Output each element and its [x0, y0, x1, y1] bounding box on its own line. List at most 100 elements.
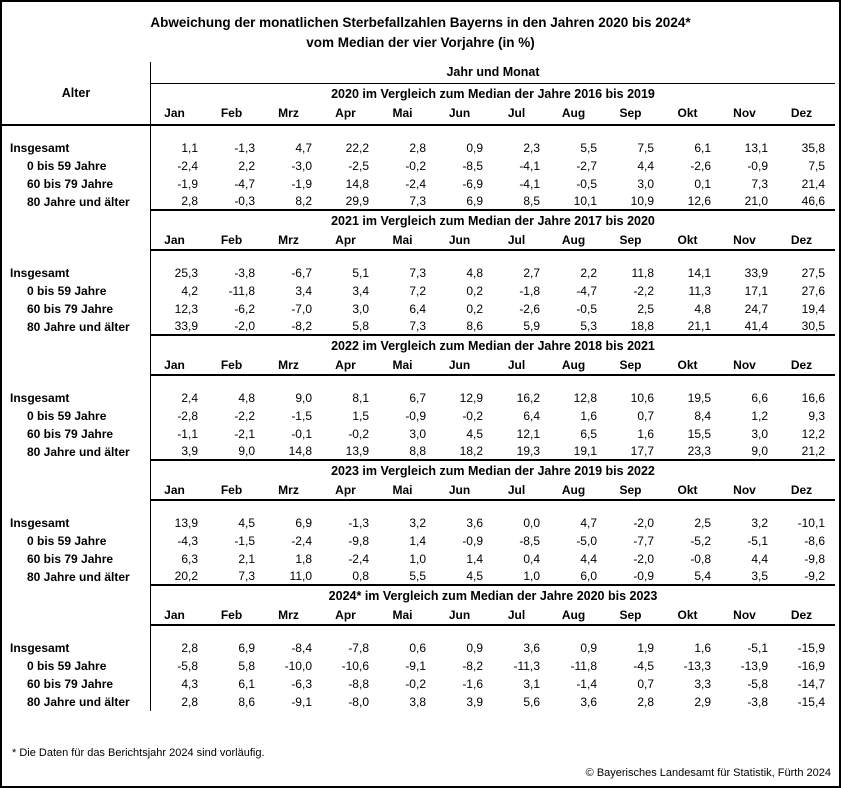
- month-header: Dez: [790, 483, 813, 497]
- value-cells: -4,3 -1,5 -2,4 -9,8 1,4 -0,9 -8,5 -5,0 -7,7 -5,2 -…: [150, 532, 835, 550]
- value-cell: -2,5: [348, 159, 369, 173]
- value-cell: 12,6: [687, 194, 711, 208]
- value-cell: 10,9: [630, 194, 654, 208]
- value-cell: 2,8: [637, 695, 654, 709]
- month-header: Feb: [220, 233, 243, 247]
- value-cell: 9,0: [295, 391, 312, 405]
- value-cell: 3,9: [181, 444, 198, 458]
- table-row: 60 bis 79 Jahre 6,3 2,1 1,8 -2,4 1,0 1,4 0,4 4,4…: [2, 550, 835, 568]
- value-cell: -8,8: [348, 677, 369, 691]
- value-cell: 2,8: [181, 194, 198, 208]
- value-cell: -8,4: [291, 641, 312, 655]
- section-title-2022: 2022 im Vergleich zum Median der Jahre 2…: [331, 339, 655, 353]
- value-cell: -6,2: [234, 302, 255, 316]
- value-cell: 5,1: [352, 266, 369, 280]
- value-cell: 2,1: [238, 552, 255, 566]
- spacer-cells: [150, 501, 835, 514]
- table-row: 80 Jahre und älter 2,8 -0,3 8,2 29,9 7,3 6,9 8,…: [2, 193, 835, 211]
- value-cell: 27,6: [801, 284, 825, 298]
- value-cell: 5,8: [352, 319, 369, 333]
- value-cell: 18,2: [459, 444, 483, 458]
- month-header: Nov: [733, 233, 756, 247]
- month-header: Apr: [335, 233, 356, 247]
- value-cell: -5,8: [747, 677, 768, 691]
- month-header: Nov: [733, 608, 756, 622]
- month-header: Mrz: [278, 106, 299, 120]
- value-cell: 19,3: [516, 444, 540, 458]
- month-header: Jul: [507, 106, 526, 120]
- month-header: Nov: [733, 483, 756, 497]
- value-cell: 5,8: [238, 659, 255, 673]
- value-cell: 0,8: [352, 569, 369, 583]
- value-cell: 24,7: [744, 302, 768, 316]
- value-cell: 1,6: [694, 641, 711, 655]
- value-cell: 0,9: [466, 641, 483, 655]
- value-cell: 12,8: [573, 391, 597, 405]
- value-cell: 0,7: [637, 409, 654, 423]
- value-cell: -13,9: [740, 659, 768, 673]
- value-cell: 9,0: [238, 444, 255, 458]
- spacer-row: [2, 626, 835, 639]
- month-header: Mai: [392, 608, 413, 622]
- value-cell: -8,0: [348, 695, 369, 709]
- table-row: 0 bis 59 Jahre -2,4 2,2 -3,0 -2,5 -0,2 -8,5 -4,…: [2, 157, 835, 175]
- month-header: Sep: [619, 483, 642, 497]
- value-cell: -11,8: [228, 284, 255, 298]
- value-cell: 7,5: [808, 159, 825, 173]
- section-header-2022: 2022 im Vergleich zum Median der Jahre 2…: [2, 336, 835, 376]
- value-cell: 12,9: [459, 391, 483, 405]
- age-group-label: 80 Jahre und älter: [27, 320, 130, 334]
- value-cell: -9,2: [804, 569, 825, 583]
- table-row: Insgesamt 2,8 6,9 -8,4 -7,8 0,6 0,9 3,6 0,9 1,9 1,…: [2, 639, 835, 657]
- age-group-label: 0 bis 59 Jahre: [27, 534, 107, 548]
- value-cell: -8,2: [462, 659, 483, 673]
- value-cell: 2,3: [523, 141, 540, 155]
- month-header: Mrz: [278, 483, 299, 497]
- value-cell: -1,1: [177, 427, 198, 441]
- spacer-cells: [150, 126, 835, 139]
- age-group-label: 0 bis 59 Jahre: [27, 284, 107, 298]
- value-cell: 16,6: [801, 391, 825, 405]
- value-cell: 3,4: [295, 284, 312, 298]
- value-cell: 11,8: [631, 266, 654, 280]
- value-cells: 4,2 -11,8 3,4 3,4 7,2 0,2 -1,8 -4,7 -2,2 11,3 17,1…: [150, 282, 835, 300]
- value-cell: -7,0: [291, 302, 312, 316]
- month-header: Dez: [790, 358, 813, 372]
- month-header: Mrz: [278, 358, 299, 372]
- value-cell: 7,3: [751, 177, 768, 191]
- value-cell: 14,8: [288, 444, 312, 458]
- value-cell: -0,5: [576, 302, 597, 316]
- month-header-row: Jan Feb Mrz Apr Mai Jun Jul Aug Sep Okt Nov Dez: [151, 605, 835, 626]
- spacer-label: [2, 251, 150, 264]
- value-cell: 0,9: [580, 641, 597, 655]
- table-row: 80 Jahre und älter 33,9 -2,0 -8,2 5,8 7,3 8,6 5…: [2, 318, 835, 336]
- spacer-cells: [150, 626, 835, 639]
- value-cell: -2,2: [633, 284, 654, 298]
- value-cell: 7,5: [637, 141, 654, 155]
- month-header: Jan: [164, 483, 185, 497]
- value-cell: -0,9: [633, 569, 654, 583]
- table-row: 80 Jahre und älter 2,8 8,6 -9,1 -8,0 3,8 3,9 5,…: [2, 693, 835, 711]
- value-cell: 12,1: [516, 427, 540, 441]
- value-cell: -7,7: [633, 534, 654, 548]
- value-cell: 41,4: [744, 319, 768, 333]
- value-cell: -3,0: [291, 159, 312, 173]
- value-cell: 12,2: [801, 427, 825, 441]
- spacer-label: [2, 376, 150, 389]
- value-cell: 21,4: [801, 177, 825, 191]
- column-group: Jahr und Monat 2020 im Vergleich zum Med…: [150, 62, 835, 124]
- value-cell: -8,6: [804, 534, 825, 548]
- value-cell: 10,1: [573, 194, 597, 208]
- month-header: Dez: [790, 233, 813, 247]
- value-cell: -2,1: [234, 427, 255, 441]
- section-title-2020: 2020 im Vergleich zum Median der Jahre 2…: [331, 87, 655, 101]
- value-cell: -0,9: [405, 409, 426, 423]
- value-cell: -15,9: [797, 641, 825, 655]
- spacer-label: [2, 501, 150, 514]
- section-header-spacer: [2, 336, 150, 376]
- value-cell: -2,4: [177, 159, 198, 173]
- value-cell: 5,3: [580, 319, 597, 333]
- value-cells: 1,1 -1,3 4,7 22,2 2,8 0,9 2,3 5,5 7,5 6,1 13,1 35,8: [150, 139, 835, 157]
- column-group-header: Jahr und Monat: [151, 62, 835, 84]
- value-cell: 4,4: [637, 159, 654, 173]
